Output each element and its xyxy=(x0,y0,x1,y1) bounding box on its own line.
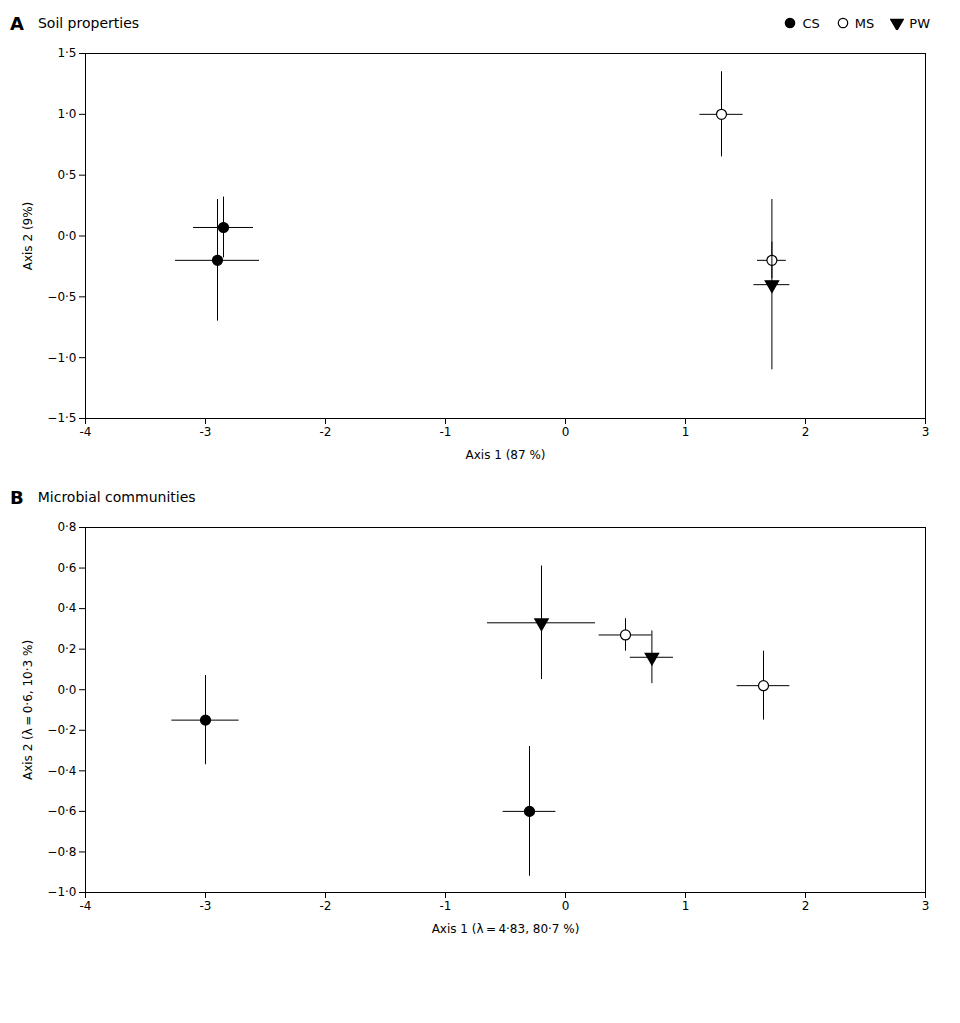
html-text:Microbial communities: Microbial communities xyxy=(37,489,196,505)
svg-text:1: 1 xyxy=(682,425,690,439)
html-text:CS: CS xyxy=(802,15,820,31)
svg-text:-4: -4 xyxy=(80,425,92,439)
svg-text:Axis 2 (λ = 0·6, 10·3 %): Axis 2 (λ = 0·6, 10·3 %) xyxy=(21,640,35,780)
svg-text:-3: -3 xyxy=(200,425,212,439)
svg-text:0·8: 0·8 xyxy=(57,520,76,534)
svg-text:0·2: 0·2 xyxy=(57,642,76,656)
svg-text:1·5: 1·5 xyxy=(57,46,76,60)
svg-text:0: 0 xyxy=(562,899,570,913)
svg-text:0·5: 0·5 xyxy=(57,168,76,182)
html-text:B: B xyxy=(10,486,24,508)
svg-text:−0·2: −0·2 xyxy=(47,723,76,737)
svg-text:−0·5: −0·5 xyxy=(47,290,76,304)
svg-text:2: 2 xyxy=(802,899,810,913)
svg-text:−1·0: −1·0 xyxy=(47,351,76,365)
svg-text:−0·4: −0·4 xyxy=(47,764,76,778)
html-text:Soil properties: Soil properties xyxy=(37,15,140,31)
svg-text:0·6: 0·6 xyxy=(57,561,76,575)
svg-text:2: 2 xyxy=(802,425,810,439)
svg-text:Axis 1 (λ = 4·83, 80·7 %): Axis 1 (λ = 4·83, 80·7 %) xyxy=(432,922,580,936)
svg-text:3: 3 xyxy=(922,899,930,913)
svg-text:0·0: 0·0 xyxy=(57,229,76,243)
svg-text:0·4: 0·4 xyxy=(57,601,76,615)
svg-text:Axis 1 (87 %): Axis 1 (87 %) xyxy=(465,448,545,462)
html-text:MS: MS xyxy=(854,15,875,31)
svg-text:1: 1 xyxy=(682,899,690,913)
svg-text:-4: -4 xyxy=(80,899,92,913)
svg-text:-1: -1 xyxy=(440,899,452,913)
html-text:PW: PW xyxy=(909,15,930,31)
svg-text:0: 0 xyxy=(562,425,570,439)
svg-text:3: 3 xyxy=(922,425,930,439)
svg-text:-2: -2 xyxy=(320,899,332,913)
svg-text:-2: -2 xyxy=(320,425,332,439)
svg-text:−1·0: −1·0 xyxy=(47,885,76,899)
svg-text:-1: -1 xyxy=(440,425,452,439)
svg-text:0·0: 0·0 xyxy=(57,683,76,697)
svg-text:−1·5: −1·5 xyxy=(47,411,76,425)
svg-text:Axis 2 (9%): Axis 2 (9%) xyxy=(21,202,35,271)
svg-text:−0·8: −0·8 xyxy=(47,845,76,859)
svg-text:1·0: 1·0 xyxy=(57,107,76,121)
svg-text:-3: -3 xyxy=(200,899,212,913)
html-text:A: A xyxy=(10,12,24,34)
svg-text:−0·6: −0·6 xyxy=(47,804,76,818)
